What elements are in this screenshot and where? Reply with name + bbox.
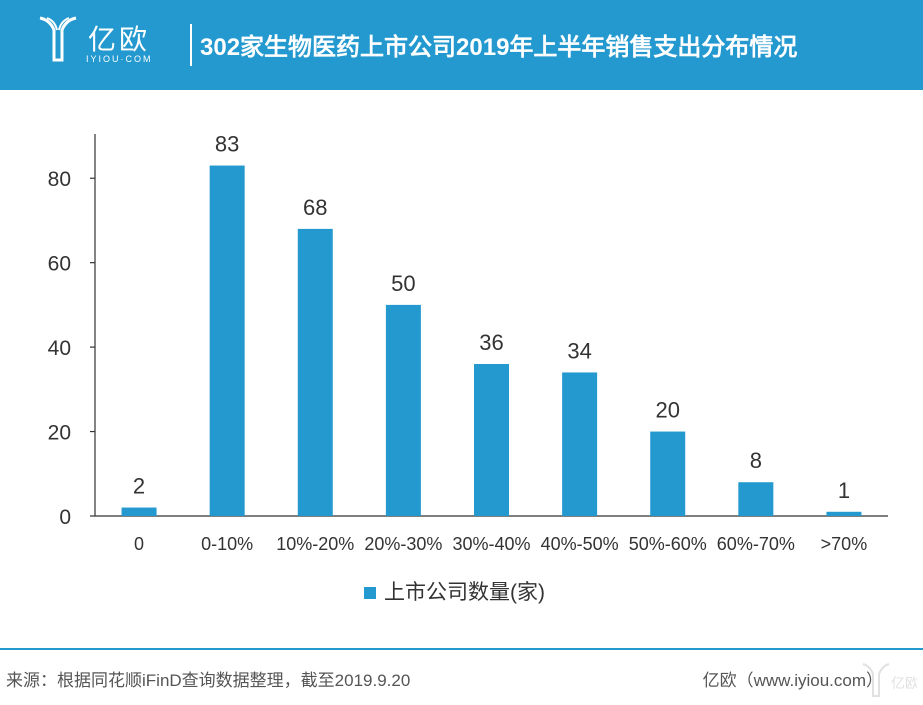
y-tick-label: 20 [48, 422, 71, 445]
data-label: 1 [838, 478, 850, 503]
data-label: 2 [133, 474, 145, 499]
logo-domain: IYIOU·COM [86, 54, 153, 64]
x-tick-label: 20%-30% [364, 534, 442, 554]
x-tick-label: 0 [134, 534, 144, 554]
logo-text: 亿欧 [88, 24, 151, 55]
x-tick-label: 30%-40% [452, 534, 530, 554]
x-tick-label: 40%-50% [541, 534, 619, 554]
bar [121, 507, 157, 516]
data-label: 34 [567, 338, 591, 363]
legend-label: 上市公司数量(家) [384, 581, 545, 604]
y-tick-label: 60 [48, 253, 71, 276]
bar [385, 304, 421, 516]
data-label: 50 [391, 271, 415, 296]
footer-brand: 亿欧（www.iyiou.com） [702, 671, 883, 690]
data-label: 83 [215, 132, 239, 157]
bar [297, 228, 333, 516]
x-tick-label: >70% [821, 534, 868, 554]
page-title: 302家生物医药上市公司2019年上半年销售支出分布情况 [200, 34, 798, 61]
footer-divider [0, 648, 923, 650]
header-divider [190, 24, 192, 66]
data-label: 36 [479, 330, 503, 355]
yiou-logo-icon [39, 16, 77, 62]
data-label: 20 [655, 398, 679, 423]
x-tick-label: 0-10% [201, 534, 253, 554]
source-note: 来源：根据同花顺iFinD查询数据整理，截至2019.9.20 [6, 671, 411, 690]
header-bar: 亿欧 IYIOU·COM 302家生物医药上市公司2019年上半年销售支出分布情… [0, 0, 923, 90]
y-tick-label: 40 [48, 337, 71, 360]
x-tick-label: 10%-20% [276, 534, 354, 554]
bar [209, 165, 245, 517]
bar [474, 364, 509, 516]
bar [562, 372, 598, 516]
data-label: 8 [750, 448, 762, 473]
svg-text:亿欧: 亿欧 [891, 675, 917, 691]
legend-swatch [364, 587, 376, 599]
x-tick-label: 50%-60% [629, 534, 707, 554]
bar-chart: 02040608020830-10%6810%-20%5020%-30%3630… [48, 132, 888, 604]
bar [650, 431, 686, 516]
bar [738, 482, 774, 516]
data-label: 68 [303, 195, 327, 220]
yiou-logo: 亿欧 IYIOU·COM [38, 14, 168, 76]
x-tick-label: 60%-70% [717, 534, 795, 554]
y-tick-label: 0 [59, 506, 71, 529]
watermark-logo-icon: 亿欧 [862, 663, 917, 697]
y-tick-label: 80 [48, 168, 71, 191]
bar [826, 511, 862, 516]
